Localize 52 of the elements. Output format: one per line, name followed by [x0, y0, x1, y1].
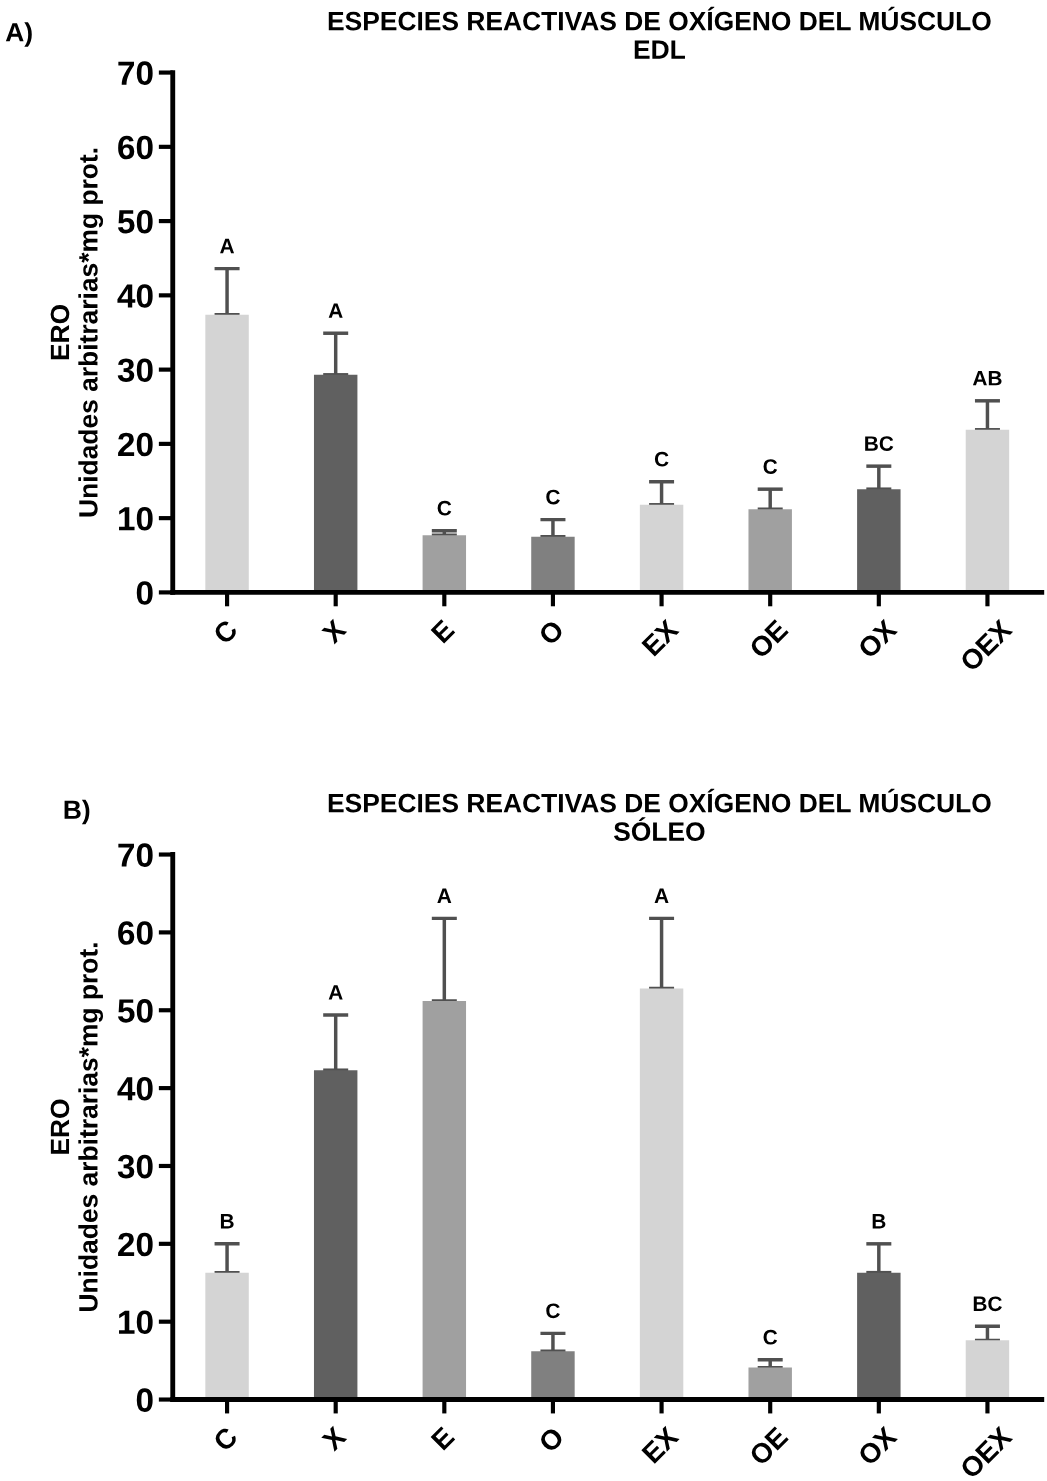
y-tick-label: 20: [118, 1232, 153, 1257]
y-tick-label: 30: [117, 358, 153, 383]
annotation: B: [872, 1214, 886, 1229]
x-tick-label: C: [212, 618, 239, 646]
x-tick-label: O: [537, 618, 566, 647]
x-tick-label: E: [430, 1426, 456, 1451]
y-tick-label: 50: [117, 209, 153, 234]
x-tick-label: OE: [748, 1425, 789, 1467]
x-tick-label: X: [320, 1425, 348, 1452]
x-tick-label: C: [212, 1425, 239, 1453]
text: B): [64, 799, 90, 825]
annotation: BC: [973, 1296, 1002, 1312]
annotation: A: [654, 888, 669, 903]
y-tick-label: 20: [118, 432, 153, 457]
x-tick-label: E: [430, 618, 456, 644]
annotation: C: [546, 489, 560, 505]
x-tick-label: O: [537, 1425, 566, 1454]
y-tick-label: 70: [118, 61, 153, 85]
y-tick-label: 0: [136, 1388, 153, 1412]
annotation: A: [437, 888, 452, 903]
annotation: A: [328, 985, 343, 1000]
annotation: C: [654, 451, 669, 467]
x-tick-label: OX: [856, 618, 899, 660]
annotation: C: [546, 1303, 560, 1319]
annotation: C: [763, 459, 778, 474]
annotation: C: [437, 500, 452, 516]
y-tick-label: 10: [119, 1310, 153, 1335]
annotation: C: [763, 1329, 778, 1345]
annotation: BC: [865, 436, 894, 451]
y-tick-label: 10: [119, 506, 153, 531]
x-tick-label: EX: [641, 618, 680, 657]
x-tick-label: X: [320, 618, 348, 645]
annotation: B: [220, 1214, 234, 1229]
y-axis-title: ERO Unidades arbitrarias*mg prot.: [50, 148, 104, 517]
y-tick-label: 40: [117, 284, 153, 308]
y-tick-label: 60: [118, 921, 153, 945]
y-tick-label: 0: [136, 581, 153, 605]
y-tick-label: 70: [118, 843, 153, 867]
chart-title: ESPECIES REACTIVAS DE OXÍGENO DEL MÚSCULO EDL: [328, 6, 991, 59]
x-tick-label: EX: [641, 1425, 680, 1464]
annotation: A: [220, 238, 235, 254]
y-axis-title: ERO Unidades arbitrarias*mg prot.: [50, 943, 104, 1311]
annotation: AB: [972, 371, 1002, 386]
y-tick-label: 40: [117, 1076, 153, 1101]
x-tick-label: OE: [748, 618, 789, 660]
y-tick-label: 50: [117, 999, 153, 1023]
annotation: A: [328, 303, 343, 318]
x-tick-label: OX: [856, 1425, 899, 1467]
text: A): [5, 22, 32, 47]
chart-title: ESPECIES REACTIVAS DE OXÍGENO DEL MÚSCULO SÓLEO: [328, 788, 991, 841]
y-tick-label: 60: [118, 135, 153, 160]
y-tick-label: 30: [117, 1154, 153, 1179]
